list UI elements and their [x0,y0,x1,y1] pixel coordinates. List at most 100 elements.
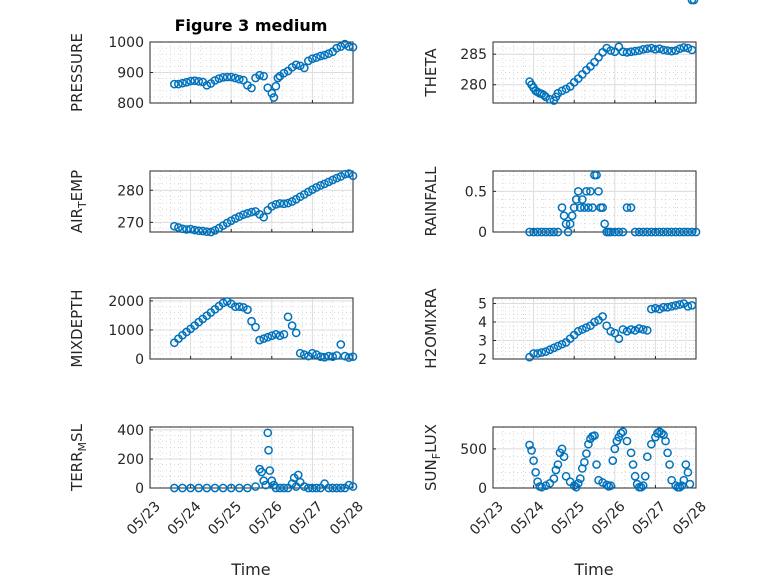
subplot-theta-data-point [655,44,664,54]
subplot-pressure-data-point [291,60,301,70]
subplot-mixdepth-data-point [230,302,240,312]
subplot-theta-data-point [671,46,681,55]
subplot-terr-msl-data-point [324,483,333,493]
subplot-rainfall-data-point [655,227,664,237]
subplot-h2omixra-data-point [614,334,624,344]
subplot-pressure-data-point [263,83,273,93]
subplot-pressure-data-point [218,73,228,82]
subplot-mixdepth-data-point [218,298,228,308]
subplot-terr-msl-data-point [263,428,273,438]
subplot-sun-flux-data-point [610,444,620,454]
subplot-mixdepth-data-point [344,353,354,362]
subplot-air-temp-data-point [340,169,350,179]
subplot-sun-flux-data-point [533,477,543,487]
subplot-mixdepth-data-point [295,348,305,358]
subplot-mixdepth-data-point [259,334,269,344]
subplot-pressure-data-point [273,73,283,83]
subplot-theta: 280 285 THETA [422,41,697,105]
subplot-sun-flux-data-point [608,456,618,465]
subplot-rainfall-data-point [614,227,624,237]
subplot-h2omixra-data-point [533,349,543,358]
subplot-h2omixra-data-point [683,301,693,311]
subplot-terr-msl-data-point [234,483,244,493]
subplot-sun-flux-data-point [549,474,559,483]
subplot-theta-data-point [663,46,672,55]
subplot-h2omixra-data-point [626,325,636,334]
subplot-terr-msl-data-point [348,482,358,491]
subplot-sun-flux-data-point [677,481,687,491]
subplot-sun-flux-data-point [665,460,674,469]
subplot-mixdepth-data-point [234,302,244,312]
subplot-h2omixra: 2 3 4 5 H2OMIXRA [422,288,697,369]
subplot-air-temp-data-point [324,177,333,187]
subplot-terr-msl-data-point [265,466,275,475]
subplot-sun-flux-data-point [590,431,599,440]
subplot-mixdepth-data-point [291,328,301,338]
subplot-theta-data-point [651,44,660,54]
subplot-pressure-data-point [194,76,204,86]
subplot-terr-msl-data-point [218,483,228,493]
subplot-rainfall-data-point [594,186,603,196]
subplot-rainfall-data-point [586,186,595,196]
subplot-sun-flux-data-point [667,475,676,485]
subplot-air-temp-data-point [206,227,216,237]
subplot-pressure-data-point [324,49,333,58]
subplot-pressure-data-point [190,76,200,86]
subplot-theta-data-point [618,47,628,57]
subplot-rainfall-data-point [667,227,676,237]
subplot-h2omixra-data-point [598,312,607,321]
subplot-h2omixra-y-axis-label: H2OMIXRA [422,288,440,369]
subplot-air-temp-data-point [170,221,179,231]
subplot-theta-data-point [642,44,652,54]
subplot-mixdepth-data-point [279,329,289,339]
subplot-pressure-y-tick-label: 800 [117,96,144,112]
subplot-air-temp-data-point [320,179,329,189]
subplot-sun-flux-x-tick-label: 05/25 [548,499,588,539]
subplot-terr-msl-data-point [210,483,220,493]
subplot-h2omixra-data-point [606,326,616,336]
subplot-terr-msl-data-point [336,483,346,493]
subplot-terr-msl-data-point [226,483,236,493]
subplot-pressure-y-tick-label: 900 [117,66,144,82]
subplot-sun-flux-data-point [628,460,638,469]
subplot-pressure-data-point [214,74,224,83]
subplot-pressure-data-point [230,73,240,83]
subplot-rainfall-data-point [569,203,579,212]
subplot-air-temp-data-point [190,225,200,235]
subplot-terr-msl-y-axis-label: TERRMSL [68,423,89,492]
subplot-h2omixra-data-point [659,302,668,312]
subplot-air-temp-data-point [230,214,240,223]
subplot-pressure-data-point [267,88,277,98]
subplot-air-temp-data-point [182,225,191,234]
subplot-air-temp-data-point [178,224,187,234]
subplot-terr-msl-data-point [344,480,354,490]
subplot-terr-msl-x-tick-label: 05/24 [165,499,205,539]
subplot-theta-data-point [675,44,685,54]
subplot-rainfall-data-point [606,227,616,237]
subplot-air-temp-axes-frame [149,170,354,233]
subplot-terr-msl-data-point [257,467,266,477]
subplot-air-temp-data-point [279,199,289,209]
subplot-rainfall-data-point [549,227,559,237]
subplot-theta-data-point [539,90,549,100]
subplot-rainfall-data-point [565,219,575,229]
subplot-h2omixra-data-point [622,326,632,336]
subplot-rainfall-data-point [687,227,697,237]
subplot-mixdepth-data-point [271,329,281,339]
subplot-terr-msl-x-tick-label: 05/23 [124,499,164,539]
subplot-rainfall-data-point [626,203,636,212]
subplot-rainfall-data-point [567,211,577,221]
subplot-mixdepth-data-point [332,351,342,360]
subplot-rainfall-data-point [610,227,620,237]
subplot-theta-data-point [679,43,689,52]
subplot-air-temp-y-axis-label: AIRTEMP [68,170,89,233]
subplot-pressure-data-point [320,50,329,60]
subplot-pressure-data-point [348,42,358,52]
subplot-rainfall-data-point [642,227,652,237]
subplot-rainfall-data-point [691,227,701,237]
subplot-pressure-data-point [202,80,212,90]
subplot-sun-flux-data-point [663,448,672,458]
subplot-h2omixra-data-point [573,326,583,336]
subplot-rainfall-data-point [553,227,563,237]
subplot-rainfall-data-point [557,203,567,212]
